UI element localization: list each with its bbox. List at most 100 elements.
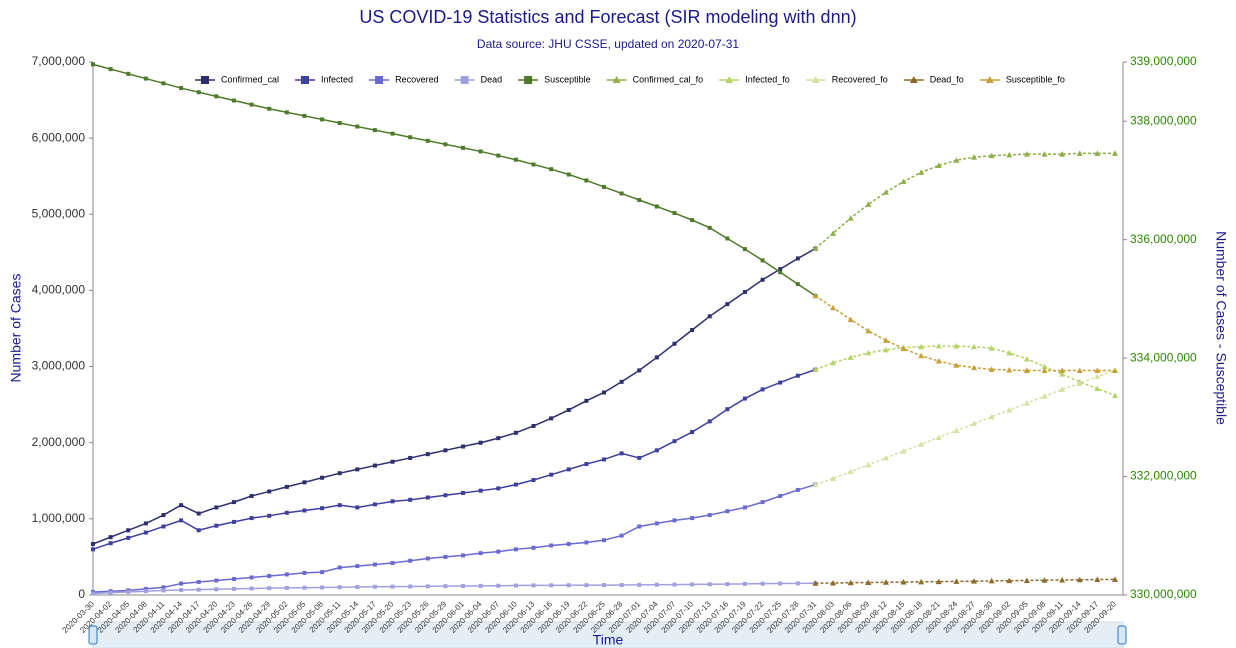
data-point [355,505,360,510]
data-point [161,81,166,86]
data-point [1006,406,1013,413]
data-point [637,582,642,587]
data-point [882,454,889,461]
data-point [882,337,889,343]
data-point [214,587,219,592]
data-point [830,359,837,366]
data-point [707,419,712,424]
data-point [108,67,113,72]
data-point [513,547,518,552]
data-point [654,355,659,360]
data-point [1006,366,1013,373]
data-point [214,505,219,510]
data-point [531,583,536,588]
data-point [179,588,184,593]
data-point [760,258,765,263]
data-point [847,215,854,221]
data-point [267,573,272,578]
data-point [91,547,95,552]
data-point [637,197,642,202]
data-point [760,581,765,586]
x-axis-title: Time [593,632,624,648]
legend-label: Dead [481,74,503,84]
data-point [1041,151,1048,157]
legend-item: Infected [295,74,353,84]
data-point [847,354,854,360]
data-point [1041,367,1048,374]
data-point [812,366,819,373]
data-point [478,583,483,588]
data-point [795,487,800,492]
data-point [337,120,342,125]
data-point [637,524,642,529]
data-point [725,407,730,412]
data-point [619,583,624,588]
data-point [390,131,395,136]
range-handle[interactable] [88,625,98,645]
data-point [320,117,325,122]
data-point [566,467,571,472]
data-point [795,581,800,586]
data-point [390,584,395,589]
data-point [918,169,925,175]
data-point [988,345,995,351]
data-point [760,277,765,282]
data-point [584,178,589,183]
data-point [1076,380,1083,386]
data-point [882,579,889,585]
data-point [1112,392,1118,399]
data-point [1094,385,1101,392]
y2-tick-label: 339,000,000 [1130,54,1197,68]
data-point [918,343,925,350]
data-point [196,511,201,516]
data-point [461,553,466,558]
data-point [742,289,747,294]
series-line [92,247,816,545]
data-point [988,413,995,420]
series-line [815,578,1116,584]
legend-label: Recovered [395,74,439,84]
data-point [672,518,677,523]
data-point [566,541,571,546]
data-point [372,562,377,567]
y-tick-label: 2,000,000 [32,435,86,449]
range-handle[interactable] [1117,625,1127,645]
data-point [196,587,201,592]
data-point [549,583,554,588]
data-point [690,328,695,333]
data-point [320,506,325,511]
legend-marker [985,76,994,83]
data-point [971,154,978,160]
data-point [1112,576,1118,582]
legend-item: Dead_fo [903,74,964,84]
data-point [602,390,606,395]
data-point [496,153,501,158]
data-point [320,585,325,590]
data-point [355,564,360,569]
data-point [584,583,589,588]
data-point [267,489,272,494]
data-point [953,343,960,349]
legend-marker [201,76,209,84]
data-point [1023,355,1030,362]
legend-marker [460,76,469,84]
data-point [196,580,201,585]
data-point [1076,576,1083,583]
data-point [988,577,995,584]
data-point [425,584,430,589]
legend-label: Dead_fo [930,74,964,84]
data-point [249,516,254,521]
data-point [408,455,413,460]
data-point [1006,151,1013,158]
data-point [742,581,747,586]
data-point [161,513,166,518]
data-point [1094,150,1101,156]
series-line [815,295,1115,372]
data-point [179,86,184,91]
legend-label: Infected [321,74,353,84]
data-point [742,396,747,401]
data-point [337,585,342,590]
legend-marker [375,76,384,84]
